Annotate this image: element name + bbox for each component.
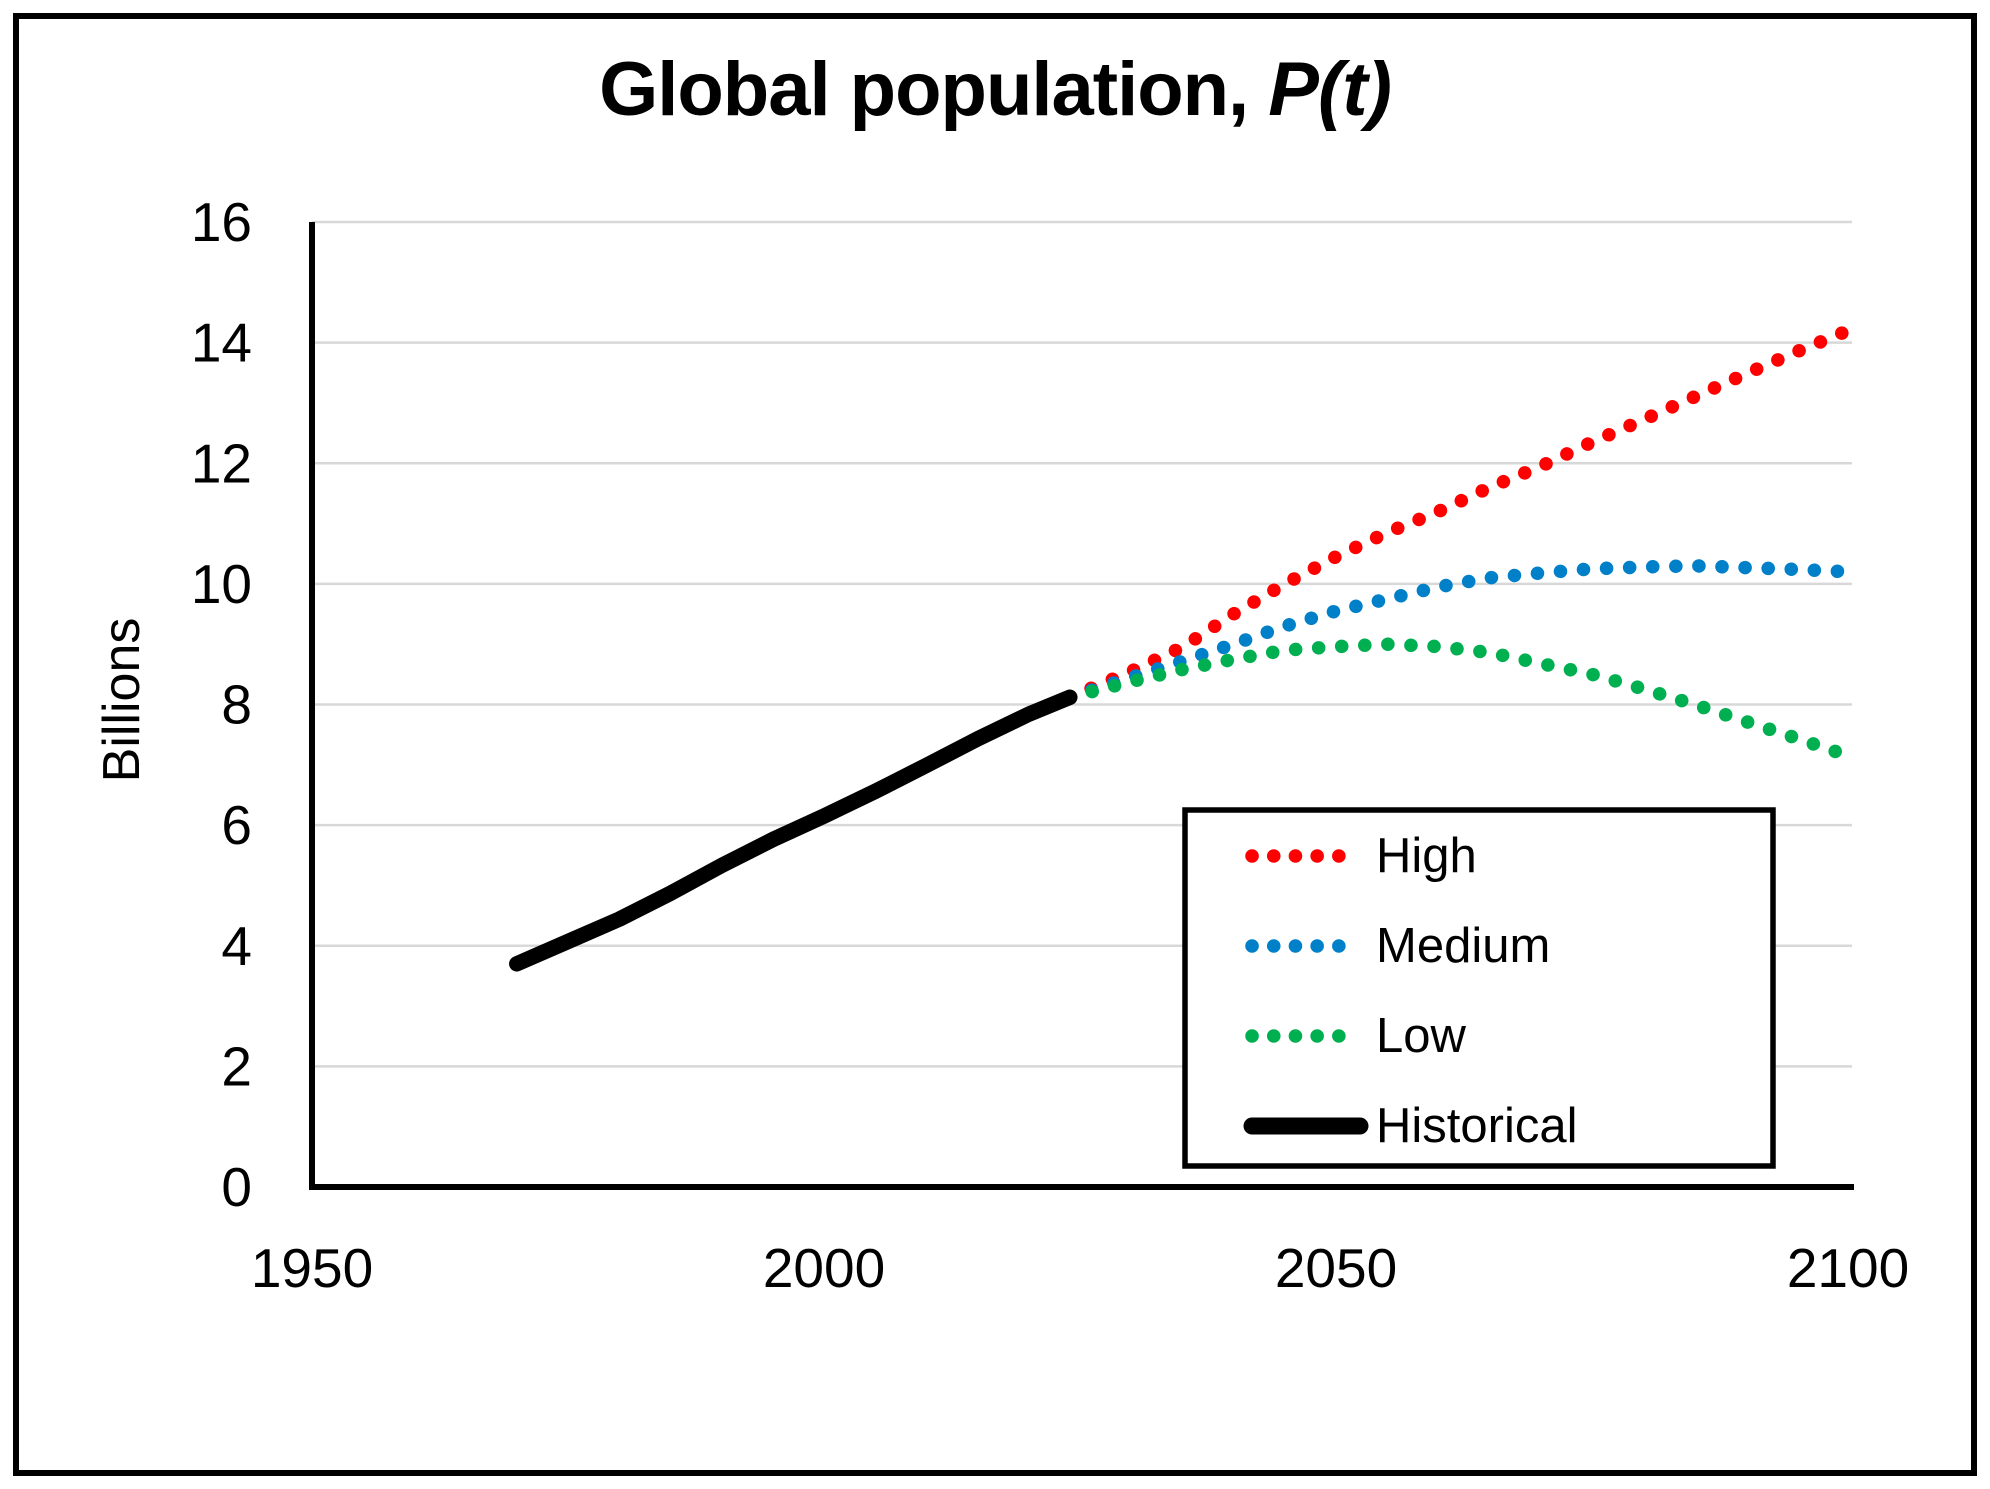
axes xyxy=(309,222,1854,1190)
series-medium xyxy=(1063,559,1855,705)
y-axis-tick-labels: 0 2 4 6 8 10 12 14 16 xyxy=(191,191,252,1218)
y-tick-label: 14 xyxy=(191,312,252,374)
y-tick-label: 0 xyxy=(221,1156,252,1218)
y-tick-label: 6 xyxy=(221,794,252,856)
y-tick-label: 10 xyxy=(191,553,252,615)
chart-title-main: Global population, xyxy=(599,47,1269,132)
series-historical xyxy=(509,689,1078,972)
x-tick-label: 2050 xyxy=(1275,1237,1397,1299)
legend-box xyxy=(1182,807,1776,1169)
x-axis-tick-labels: 1950 2000 2050 2100 xyxy=(251,1237,1909,1299)
x-tick-label: 2000 xyxy=(763,1237,885,1299)
legend-label-low: Low xyxy=(1376,1009,1467,1063)
x-tick-label: 2100 xyxy=(1787,1237,1909,1299)
y-tick-label: 4 xyxy=(221,915,252,977)
x-tick-label: 1950 xyxy=(251,1237,373,1299)
y-tick-label: 16 xyxy=(191,191,252,253)
chart-title-variable: P(t) xyxy=(1268,47,1392,132)
series-high xyxy=(1063,323,1855,705)
legend-label-historical: Historical xyxy=(1376,1099,1577,1153)
y-tick-label: 8 xyxy=(221,674,252,736)
legend: High Medium Low Historical xyxy=(1182,807,1776,1169)
legend-label-medium: Medium xyxy=(1376,919,1550,973)
legend-label-high: High xyxy=(1376,829,1477,883)
page-border xyxy=(13,13,1977,1476)
chart-title: Global population, P(t) xyxy=(0,46,1990,133)
data-series xyxy=(509,323,1855,972)
y-tick-label: 2 xyxy=(221,1035,252,1097)
y-tick-label: 12 xyxy=(191,432,252,494)
series-low xyxy=(1063,637,1855,763)
